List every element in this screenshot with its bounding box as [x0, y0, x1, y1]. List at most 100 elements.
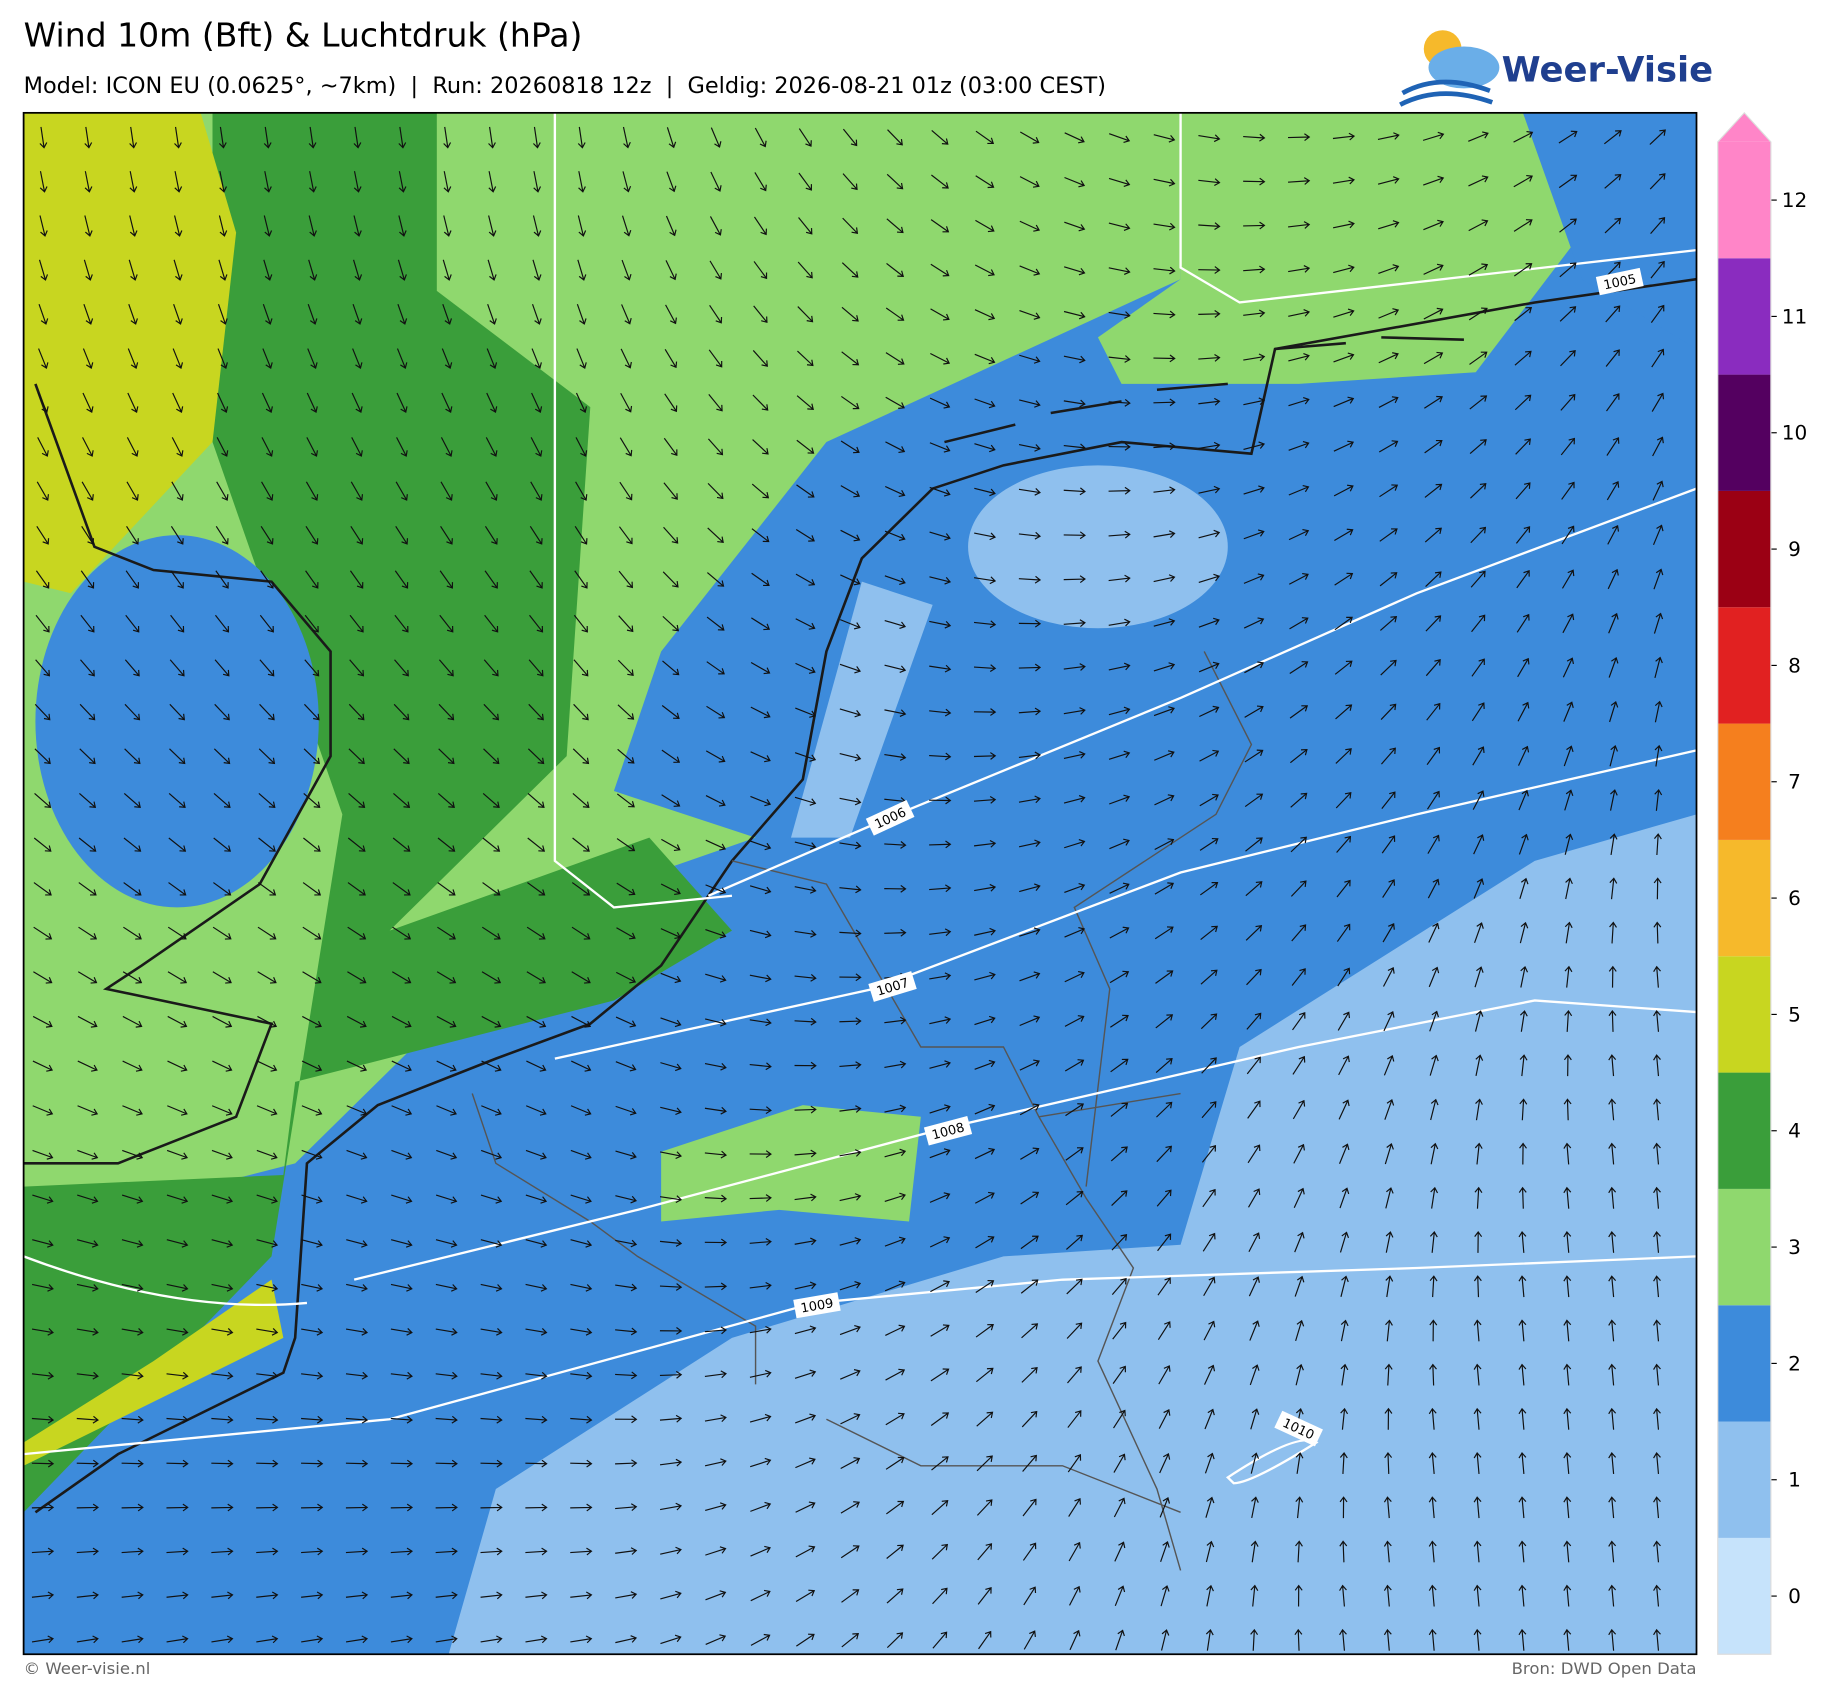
wind-arrow — [1247, 1188, 1261, 1208]
wind-arrow — [1608, 1363, 1617, 1386]
wind-arrow — [619, 437, 633, 457]
wind-arrow — [530, 437, 543, 457]
wind-arrow — [884, 530, 906, 542]
wind-arrow — [129, 171, 138, 193]
wind-arrow — [621, 304, 632, 325]
wind-arrow — [528, 659, 544, 677]
wind-arrow — [480, 1194, 503, 1204]
wind-arrow — [570, 1239, 593, 1248]
wind-arrow — [121, 1459, 144, 1468]
wind-arrow — [1377, 132, 1400, 141]
wind-arrow — [1427, 878, 1440, 899]
wind-arrow — [1244, 749, 1264, 763]
wind-arrow — [1289, 748, 1308, 764]
wind-arrow — [1605, 305, 1621, 323]
wind-arrow — [1292, 1099, 1306, 1120]
wind-arrow — [211, 1591, 234, 1600]
wind-arrow — [1473, 1496, 1482, 1519]
wind-arrow — [795, 573, 816, 586]
wind-arrow — [1111, 1234, 1128, 1251]
wind-arrow — [973, 620, 997, 629]
wind-arrow — [1021, 1410, 1038, 1428]
wind-arrow — [664, 349, 678, 369]
wind-arrow — [1608, 1628, 1617, 1651]
wind-arrow — [390, 1328, 413, 1336]
wind-arrow — [167, 1105, 188, 1116]
wind-arrow — [259, 659, 275, 677]
wind-arrow — [751, 617, 771, 631]
wind-arrow — [36, 525, 50, 545]
wind-arrow — [480, 1547, 503, 1556]
wind-arrow — [527, 792, 545, 808]
wind-arrow — [1518, 1452, 1527, 1474]
wind-arrow — [840, 1413, 861, 1425]
wind-arrow — [1654, 788, 1663, 811]
wind-arrow — [1200, 925, 1218, 941]
wind-arrow — [884, 1280, 906, 1292]
wind-arrow — [574, 570, 588, 589]
wind-arrow — [840, 1369, 861, 1380]
wind-arrow — [659, 1283, 683, 1291]
wind-arrow — [36, 481, 49, 501]
wind-arrow — [615, 1415, 638, 1424]
wind-arrow — [659, 1370, 683, 1379]
wind-arrow — [659, 1326, 683, 1335]
colorbar-extension — [1717, 112, 1771, 142]
wind-arrow — [1198, 178, 1221, 187]
wind-arrow — [661, 838, 681, 851]
wind-arrow — [1608, 965, 1617, 988]
wind-arrow — [1649, 173, 1666, 190]
wind-arrow — [1245, 924, 1263, 941]
wind-arrow — [1063, 399, 1086, 408]
wind-arrow — [795, 707, 816, 718]
wind-arrow — [76, 1503, 99, 1512]
wind-arrow — [1378, 220, 1400, 230]
wind-arrow — [527, 748, 545, 765]
wind-arrow — [615, 1371, 638, 1380]
wind-arrow — [1561, 569, 1575, 589]
wind-arrow — [660, 1151, 682, 1160]
wind-arrow — [217, 304, 228, 325]
wind-arrow — [796, 395, 814, 410]
wind-arrow — [438, 748, 455, 765]
wind-arrow — [931, 1543, 949, 1560]
wind-arrow — [1564, 965, 1573, 988]
wind-arrow — [1429, 1275, 1438, 1298]
wind-arrow — [121, 1547, 144, 1556]
wind-arrow — [1249, 1320, 1260, 1341]
wind-arrow — [932, 1587, 948, 1605]
wind-arrow — [749, 1194, 772, 1202]
wind-arrow — [794, 1017, 817, 1026]
wind-arrow — [1290, 836, 1307, 853]
wind-arrow — [615, 1195, 638, 1204]
wind-arrow — [1109, 882, 1130, 894]
wind-arrow — [1108, 311, 1131, 319]
wind-arrow — [77, 1105, 99, 1116]
wind-arrow — [173, 259, 183, 281]
wind-arrow — [37, 392, 49, 413]
wind-arrow — [481, 926, 501, 940]
wind-arrow — [435, 1635, 458, 1644]
wind-arrow — [121, 1328, 144, 1336]
wind-arrow — [885, 441, 906, 453]
wind-arrow — [1156, 1145, 1172, 1163]
wind-arrow — [256, 1635, 279, 1644]
wind-arrow — [665, 304, 677, 325]
wind-arrow — [660, 1062, 682, 1072]
wind-arrow — [750, 1457, 772, 1468]
wind-arrow — [570, 1283, 593, 1292]
wind-arrow — [1519, 1054, 1528, 1077]
wind-arrow — [1429, 1319, 1438, 1342]
wind-arrow — [794, 1237, 817, 1246]
wind-arrow — [1384, 1143, 1394, 1165]
colorbar-segment — [1717, 1421, 1771, 1538]
wind-arrow — [1428, 922, 1440, 943]
wind-arrow — [618, 615, 634, 633]
wind-arrow — [974, 1191, 995, 1204]
wind-arrow — [349, 570, 364, 589]
wind-arrow — [886, 1632, 904, 1649]
wind-arrow — [750, 662, 771, 675]
wind-arrow — [974, 398, 996, 409]
wind-arrow — [615, 1239, 638, 1248]
